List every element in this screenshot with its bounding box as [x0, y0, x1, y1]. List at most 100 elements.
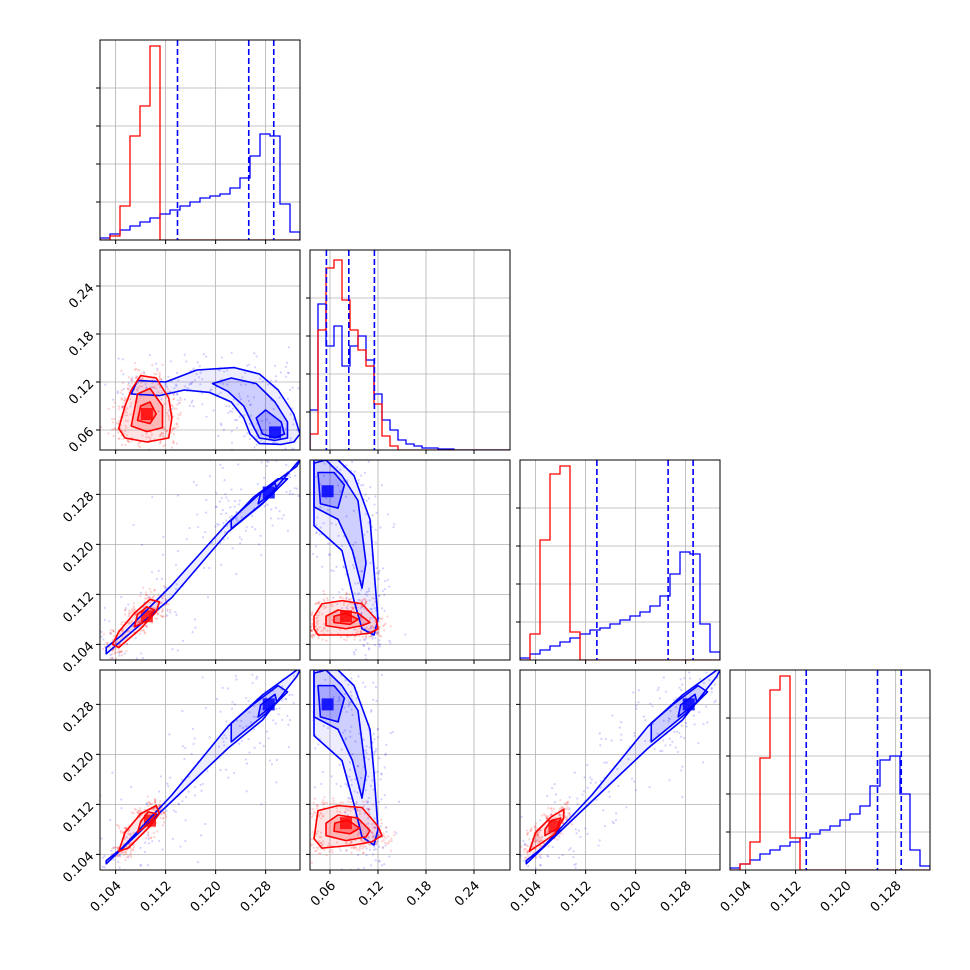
sample-point — [336, 810, 339, 813]
sample-point — [230, 441, 234, 444]
sample-point — [365, 751, 368, 755]
sample-point — [382, 624, 385, 628]
sample-point — [375, 699, 378, 703]
histogram-red — [730, 675, 930, 870]
sample-point — [342, 566, 346, 569]
sample-point — [221, 686, 224, 689]
sample-point — [235, 572, 238, 576]
sample-point — [222, 382, 225, 386]
sample-point — [537, 832, 540, 835]
sample-point — [529, 830, 532, 833]
sample-point — [600, 737, 603, 740]
sample-point — [305, 730, 307, 732]
sample-point — [144, 625, 148, 628]
sample-point — [231, 547, 234, 550]
sample-point — [93, 834, 95, 836]
sample-point — [562, 821, 565, 824]
sample-point — [120, 654, 124, 657]
contour-blue — [525, 670, 720, 865]
sample-point — [144, 382, 147, 386]
sample-point — [221, 509, 224, 512]
sample-point — [226, 369, 229, 372]
sample-point — [153, 372, 156, 375]
sample-point — [247, 738, 250, 741]
sample-point — [344, 597, 348, 600]
sample-point — [228, 516, 232, 519]
sample-point — [128, 833, 132, 836]
sample-point — [134, 613, 137, 616]
sample-point — [304, 409, 306, 411]
sample-point — [167, 784, 170, 788]
sample-point — [384, 836, 387, 840]
sample-point — [236, 719, 239, 722]
sample-point — [212, 409, 215, 412]
sample-point — [525, 856, 528, 860]
sample-point — [684, 721, 688, 724]
sample-point — [378, 800, 381, 804]
sample-point — [158, 377, 161, 380]
sample-point — [150, 571, 154, 574]
sample-point — [172, 432, 176, 436]
sample-point — [127, 832, 130, 835]
sample-point — [371, 832, 375, 835]
sample-point — [356, 606, 359, 609]
sample-point — [374, 771, 377, 774]
y-tick-label: 0.128 — [60, 489, 97, 526]
sample-point — [345, 606, 348, 609]
sample-point — [139, 806, 142, 810]
sample-point — [193, 785, 197, 788]
sample-point — [368, 848, 372, 851]
sample-point — [352, 807, 355, 810]
sample-point — [303, 424, 305, 426]
sample-point — [251, 525, 254, 529]
contour-red — [117, 804, 161, 853]
sample-point — [231, 410, 234, 414]
sample-point — [356, 764, 359, 767]
sample-point — [164, 615, 167, 618]
sample-point — [123, 652, 126, 655]
sample-point — [235, 426, 239, 429]
sample-point — [285, 361, 289, 364]
sample-point — [367, 836, 371, 839]
sample-point — [525, 844, 528, 847]
sample-point — [371, 803, 374, 806]
sample-point — [320, 630, 323, 633]
sample-point — [237, 503, 241, 506]
sample-point — [127, 381, 131, 385]
sample-point — [248, 403, 252, 407]
sample-point — [385, 743, 388, 746]
sample-point — [301, 549, 303, 551]
sample-point — [525, 829, 529, 832]
sample-point — [550, 833, 553, 836]
sample-point — [204, 822, 207, 826]
sample-point — [224, 531, 227, 534]
sample-point — [682, 662, 684, 664]
sample-point — [358, 812, 361, 816]
sample-point — [231, 701, 234, 704]
sample-point — [141, 385, 144, 388]
sample-point — [295, 429, 299, 432]
sample-point — [359, 616, 362, 619]
sample-point — [527, 831, 530, 835]
sample-point — [119, 906, 121, 908]
sample-point — [240, 423, 242, 425]
sample-point — [199, 783, 202, 787]
sample-point — [184, 746, 187, 749]
x-tick-label: 0.104 — [88, 878, 125, 915]
sample-point — [112, 630, 115, 633]
sample-point — [367, 807, 370, 811]
sample-point — [292, 674, 295, 677]
sample-point — [268, 759, 272, 762]
sample-point — [673, 698, 676, 702]
sample-point — [568, 811, 571, 814]
histogram-panel — [730, 670, 930, 870]
sample-point — [108, 666, 110, 668]
sample-point — [190, 382, 193, 385]
sample-point — [158, 376, 161, 379]
sample-point — [246, 364, 249, 367]
sample-point — [565, 803, 568, 806]
sample-point — [547, 844, 550, 848]
sample-point — [586, 832, 589, 836]
sample-point — [247, 399, 251, 403]
sample-point — [344, 660, 346, 662]
